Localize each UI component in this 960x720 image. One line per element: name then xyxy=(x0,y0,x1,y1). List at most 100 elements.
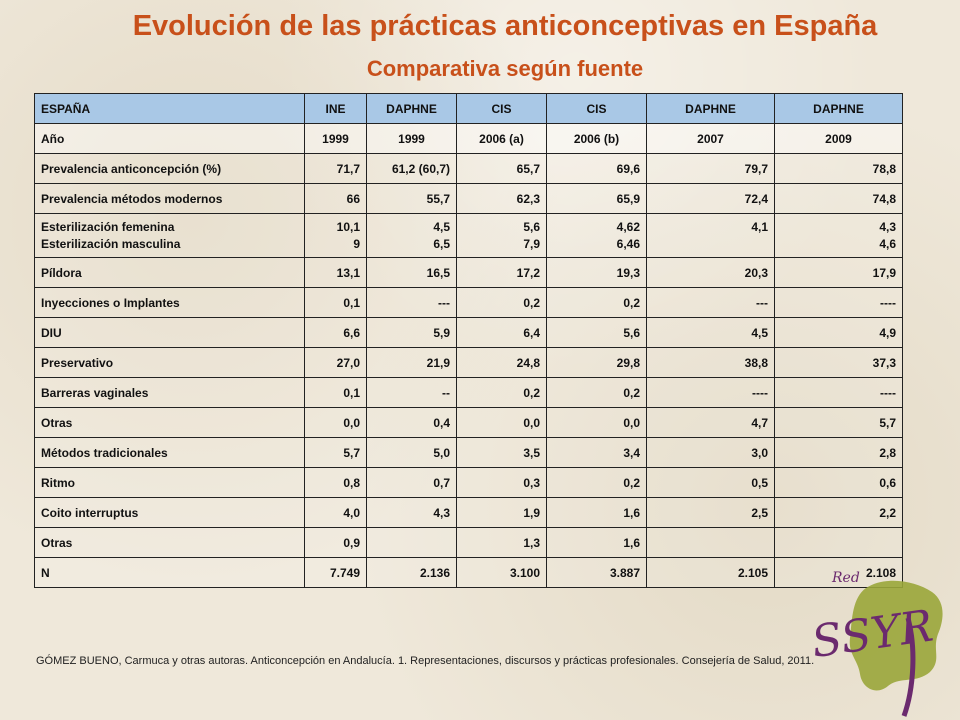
value-cell: 0,2 xyxy=(546,377,647,408)
value-cell: 29,8 xyxy=(546,347,647,378)
row-label: Esterilización femenina Esterilización ma… xyxy=(34,213,305,258)
value-cell: 79,7 xyxy=(646,153,775,184)
page-subtitle: Comparativa según fuente xyxy=(366,56,644,81)
value-line: 4,6 xyxy=(879,236,896,251)
logo-top-text: Red xyxy=(831,570,860,586)
table-row: Otras 0,9 1,3 1,6 xyxy=(34,527,903,558)
row-label: Otras xyxy=(34,527,305,558)
value-line: 6,5 xyxy=(433,236,450,251)
value-cell: 2,2 xyxy=(774,497,903,528)
value-cell: 0,2 xyxy=(456,287,547,318)
header-cell: DAPHNE xyxy=(646,93,775,124)
value-cell: 4,9 xyxy=(774,317,903,348)
row-label: N xyxy=(34,557,305,588)
value-cell: 3,0 xyxy=(646,437,775,468)
value-cell: --- xyxy=(366,287,457,318)
value-cell: 4,62 6,46 xyxy=(546,213,647,258)
header-cell: DAPHNE xyxy=(366,93,457,124)
value-cell: -- xyxy=(366,377,457,408)
value-cell: 0,1 xyxy=(304,377,367,408)
value-cell: ---- xyxy=(774,377,903,408)
value-cell: 0,2 xyxy=(546,467,647,498)
value-cell: 74,8 xyxy=(774,183,903,214)
row-label: Prevalencia anticoncepción (%) xyxy=(34,153,305,184)
value-line xyxy=(653,236,768,253)
table-header-row: ESPAÑA INE DAPHNE CIS CIS DAPHNE DAPHNE xyxy=(34,93,903,124)
value-cell: 27,0 xyxy=(304,347,367,378)
logo-swoosh xyxy=(901,617,916,717)
value-cell: 4,1 xyxy=(646,213,775,258)
value-cell: 0,1 xyxy=(304,287,367,318)
value-cell: 1,9 xyxy=(456,497,547,528)
year-cell: 1999 xyxy=(366,123,457,154)
value-cell: 4,5 6,5 xyxy=(366,213,457,258)
value-cell: 62,3 xyxy=(456,183,547,214)
year-cell: 2006 (b) xyxy=(546,123,647,154)
value-cell: 7.749 xyxy=(304,557,367,588)
value-cell: 0,4 xyxy=(366,407,457,438)
value-cell: 2.105 xyxy=(646,557,775,588)
value-cell: 2.108 xyxy=(774,557,903,588)
row-label: Prevalencia métodos modernos xyxy=(34,183,305,214)
row-label-line: Esterilización femenina xyxy=(41,219,175,234)
table-row: Métodos tradicionales 5,7 5,0 3,5 3,4 3,0 2,8 xyxy=(34,437,903,468)
value-cell: 37,3 xyxy=(774,347,903,378)
value-cell: 1,6 xyxy=(546,497,647,528)
table-row: N 7.749 2.136 3.100 3.887 2.105 2.108 xyxy=(34,557,903,588)
value-cell: 4,3 4,6 xyxy=(774,213,903,258)
header-cell: ESPAÑA xyxy=(34,93,305,124)
value-cell: ---- xyxy=(774,287,903,318)
value-cell: 71,7 xyxy=(304,153,367,184)
red-ssyr-logo: Red SSYR xyxy=(809,570,943,717)
value-line: 6,46 xyxy=(616,236,640,251)
row-label: Métodos tradicionales xyxy=(34,437,305,468)
value-line: 4,62 xyxy=(616,219,640,234)
value-line: 4,1 xyxy=(751,219,768,234)
header-cell: CIS xyxy=(456,93,547,124)
value-line: 9 xyxy=(353,236,360,251)
value-cell: 0,2 xyxy=(546,287,647,318)
row-label: Barreras vaginales xyxy=(34,377,305,408)
value-cell: 1,6 xyxy=(546,527,647,558)
value-cell xyxy=(646,527,775,558)
value-line: 4,3 xyxy=(879,219,896,234)
table-row: Otras 0,0 0,4 0,0 0,0 4,7 5,7 xyxy=(34,407,903,438)
contraception-table: ESPAÑA INE DAPHNE CIS CIS DAPHNE DAPHNE Año 1999… xyxy=(34,93,903,588)
value-cell: 38,8 xyxy=(646,347,775,378)
row-label: Píldora xyxy=(34,257,305,288)
value-cell: 13,1 xyxy=(304,257,367,288)
value-line: 10,1 xyxy=(336,219,360,234)
value-cell: 4,0 xyxy=(304,497,367,528)
table-row: Esterilización femenina Esterilización ma… xyxy=(34,213,903,258)
header-cell: CIS xyxy=(546,93,647,124)
table-row: Prevalencia métodos modernos 66 55,7 62,3 65… xyxy=(34,183,903,214)
value-line: 5,6 xyxy=(523,219,540,234)
row-label: Inyecciones o Implantes xyxy=(34,287,305,318)
value-cell: 5,7 xyxy=(304,437,367,468)
value-cell: 72,4 xyxy=(646,183,775,214)
value-cell: 5,7 xyxy=(774,407,903,438)
value-cell: 17,2 xyxy=(456,257,547,288)
table-row: Prevalencia anticoncepción (%) 71,7 61,2 (… xyxy=(34,153,903,184)
value-cell: 65,7 xyxy=(456,153,547,184)
source-footnote: GÓMEZ BUENO, Carmuca y otras autoras. An… xyxy=(36,655,815,667)
value-cell: 4,5 xyxy=(646,317,775,348)
value-cell: 66 xyxy=(304,183,367,214)
value-cell: 19,3 xyxy=(546,257,647,288)
header-cell: DAPHNE xyxy=(774,93,903,124)
value-cell: 61,2 (60,7) xyxy=(366,153,457,184)
value-cell: 0,8 xyxy=(304,467,367,498)
value-cell: ---- xyxy=(646,377,775,408)
value-cell: 24,8 xyxy=(456,347,547,378)
value-cell: 2,5 xyxy=(646,497,775,528)
year-cell: 2007 xyxy=(646,123,775,154)
value-cell: 78,8 xyxy=(774,153,903,184)
value-line: 4,5 xyxy=(433,219,450,234)
value-cell: 17,9 xyxy=(774,257,903,288)
value-cell: 5,9 xyxy=(366,317,457,348)
table-row: Píldora 13,1 16,5 17,2 19,3 20,3 17,9 xyxy=(34,257,903,288)
value-cell: 2.136 xyxy=(366,557,457,588)
value-cell: 3,4 xyxy=(546,437,647,468)
row-label: Otras xyxy=(34,407,305,438)
value-cell: 0,6 xyxy=(774,467,903,498)
